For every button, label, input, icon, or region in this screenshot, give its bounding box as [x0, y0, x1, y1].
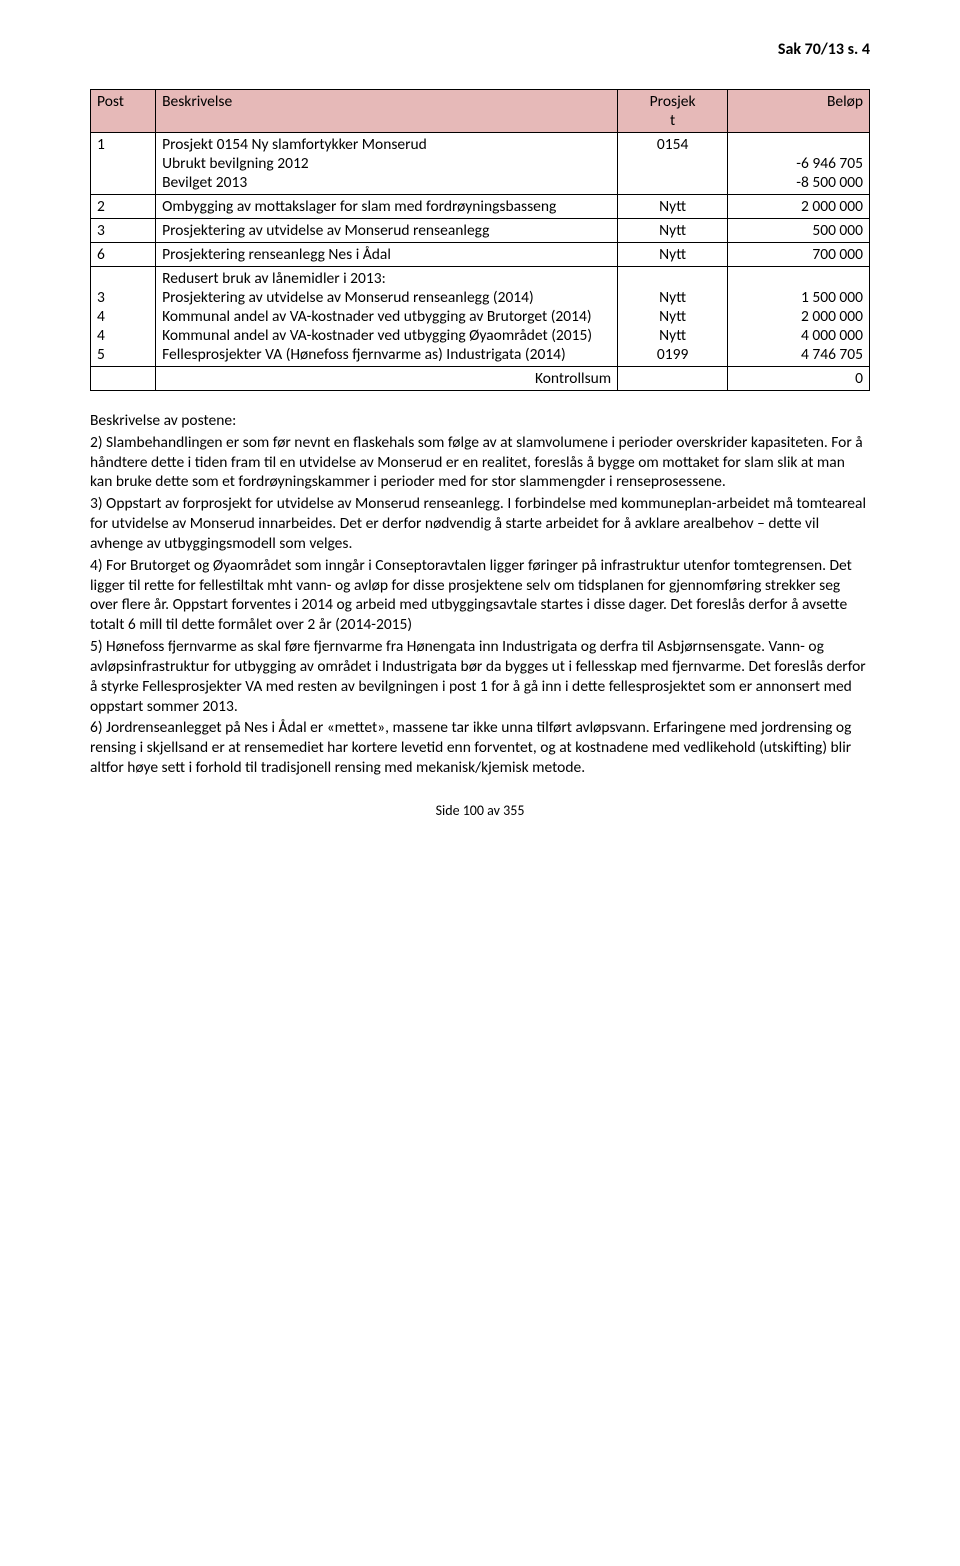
footer-text: Side 100 av 355	[436, 802, 525, 819]
body-item-4: 4) For Brutorget og Øyaområdet som inngå…	[90, 556, 870, 635]
cell-post: 1	[91, 133, 156, 195]
cell-desc: Kontrollsum	[156, 367, 618, 391]
cell-desc: Prosjekt 0154 Ny slamfortykker Monserud …	[156, 133, 618, 195]
table-row: 3 4 4 5 Redusert bruk av lånemidler i 20…	[91, 267, 870, 367]
cell-desc: Prosjektering renseanlegg Nes i Ådal	[156, 243, 618, 267]
cell-proj: Nytt	[618, 243, 728, 267]
cell-post	[91, 367, 156, 391]
page: Sak 70/13 s. 4 Post Beskrivelse Prosjek …	[0, 0, 960, 859]
cell-post: 6	[91, 243, 156, 267]
cell-proj: Nytt	[618, 219, 728, 243]
cell-desc: Ombygging av mottakslager for slam med f…	[156, 195, 618, 219]
page-footer: Side 100 av 355	[90, 802, 870, 819]
col-post: Post	[91, 90, 156, 133]
cell-post: 2	[91, 195, 156, 219]
cell-proj: Nytt Nytt Nytt 0199	[618, 267, 728, 367]
cell-amt: 1 500 000 2 000 000 4 000 000 4 746 705	[728, 267, 870, 367]
cell-desc: Redusert bruk av lånemidler i 2013: Pros…	[156, 267, 618, 367]
table-row: 3 Prosjektering av utvidelse av Monserud…	[91, 219, 870, 243]
cell-desc: Prosjektering av utvidelse av Monserud r…	[156, 219, 618, 243]
body-item-6: 6) Jordrenseanlegget på Nes i Ådal er «m…	[90, 718, 870, 777]
body-item-2: 2) Slambehandlingen er som før nevnt en …	[90, 433, 870, 492]
cell-amt: 0	[728, 367, 870, 391]
cell-post: 3	[91, 219, 156, 243]
table-row: 6 Prosjektering renseanlegg Nes i Ådal N…	[91, 243, 870, 267]
col-proj: Prosjek t	[618, 90, 728, 133]
table-row: 1 Prosjekt 0154 Ny slamfortykker Monseru…	[91, 133, 870, 195]
cell-proj: 0154	[618, 133, 728, 195]
col-desc: Beskrivelse	[156, 90, 618, 133]
cell-amt: 700 000	[728, 243, 870, 267]
cell-amt: 500 000	[728, 219, 870, 243]
cell-amt: 2 000 000	[728, 195, 870, 219]
table-row-sum: Kontrollsum 0	[91, 367, 870, 391]
cell-post: 3 4 4 5	[91, 267, 156, 367]
cell-amt: -6 946 705 -8 500 000	[728, 133, 870, 195]
cell-proj: Nytt	[618, 195, 728, 219]
cell-proj	[618, 367, 728, 391]
table-header-row: Post Beskrivelse Prosjek t Beløp	[91, 90, 870, 133]
header-text: Sak 70/13 s. 4	[778, 40, 870, 59]
body-item-3: 3) Oppstart av forprosjekt for utvidelse…	[90, 494, 870, 553]
page-header: Sak 70/13 s. 4	[90, 40, 870, 59]
body-text: Beskrivelse av postene: 2) Slambehandlin…	[90, 411, 870, 778]
body-intro: Beskrivelse av postene:	[90, 411, 870, 431]
body-item-5: 5) Hønefoss fjernvarme as skal føre fjer…	[90, 637, 870, 716]
col-amt: Beløp	[728, 90, 870, 133]
table-row: 2 Ombygging av mottakslager for slam med…	[91, 195, 870, 219]
budget-table: Post Beskrivelse Prosjek t Beløp 1 Prosj…	[90, 89, 870, 391]
